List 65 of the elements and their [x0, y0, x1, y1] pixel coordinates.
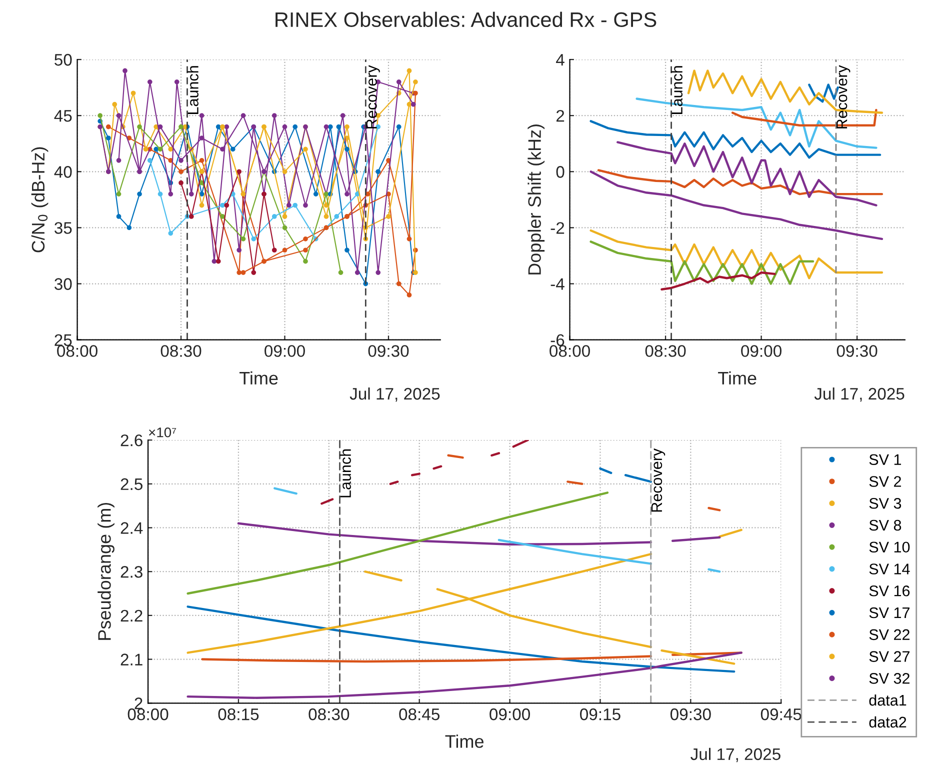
x-tick-label: 08:45: [399, 708, 440, 720]
y-tick-label: -2: [550, 222, 564, 234]
legend-label: SV 3: [869, 498, 902, 509]
y-tick-label: 2: [134, 698, 142, 710]
legend-label: SV 22: [869, 629, 910, 640]
x-tick-label: 09:30: [670, 708, 711, 720]
text: Jul 17, 2025: [690, 748, 780, 762]
y-tick-label: -6: [550, 334, 564, 346]
y-tick-label: 2.1: [120, 654, 142, 666]
legend-label: SV 8: [869, 520, 902, 531]
y-tick-label: 25: [54, 334, 72, 346]
y-axis-title: C/N$_{0}$ (dB-Hz): [31, 147, 48, 252]
legend-label: SV 27: [869, 651, 910, 662]
x-tick-label: 09:30: [836, 345, 878, 357]
y-axis-title: Doppler Shift (kHz): [528, 124, 545, 274]
x-axis-title: Time: [240, 371, 278, 385]
chart-title: RINEX Observables: Advanced Rx - GPS: [276, 12, 656, 28]
x-tick-label: 08:15: [218, 708, 259, 720]
x-tick-label: 09:15: [580, 708, 620, 720]
x-axis-title: Time: [718, 371, 756, 385]
ref-line-label: Launch: [187, 66, 198, 114]
x-tick-label: 09:30: [368, 345, 409, 357]
legend-label: SV 17: [869, 607, 910, 618]
y-tick-label: 2: [556, 110, 564, 122]
ref-line-label: Recovery: [366, 65, 380, 128]
y-tick-label: 2.3: [120, 566, 142, 578]
legend-label: SV 10: [869, 542, 910, 553]
annotation: Recovery: [651, 448, 666, 512]
text: ×10⁷: [148, 427, 176, 438]
y-tick-label: 0: [556, 166, 564, 178]
x-tick-label: 09:00: [264, 345, 305, 357]
y-axis-title: Pseudorange (m): [98, 502, 114, 640]
x-tick-label: 08:30: [645, 345, 686, 357]
x-tick-label: 08:00: [550, 345, 590, 357]
y-tick-label: 4: [556, 54, 564, 66]
x-tick-label: 09:45: [760, 708, 802, 720]
text: Jul 17, 2025: [814, 387, 904, 402]
legend-label: SV 32: [869, 673, 910, 684]
legend-label: data2: [869, 716, 906, 728]
legend-label: data1: [869, 694, 906, 706]
legend-label: SV 14: [869, 564, 910, 574]
y-tick-label: 50: [54, 54, 72, 66]
x-tick-label: 08:30: [308, 708, 350, 720]
x-tick-label: 08:30: [160, 345, 202, 357]
y-tick-label: 45: [54, 110, 72, 122]
x-tick-label: 08:00: [57, 345, 98, 357]
ref-line-label: Launch: [671, 66, 682, 114]
y-tick-label: 35: [54, 222, 72, 234]
legend-label: SV 2: [869, 476, 901, 487]
y-tick-label: 2.6: [120, 434, 142, 446]
annotation: Launch: [340, 449, 351, 498]
x-tick-label: 09:00: [490, 708, 530, 720]
x-tick-label: 08:00: [128, 708, 168, 720]
y-tick-label: -4: [550, 278, 564, 290]
y-tick-label: 30: [54, 278, 72, 290]
y-tick-label: 2.4: [120, 522, 143, 534]
text: Jul 17, 2025: [350, 387, 440, 402]
y-tick-label: 40: [54, 166, 72, 178]
x-axis-title: Time: [445, 734, 484, 748]
legend-label: SV 1: [869, 454, 902, 466]
x-tick-label: 09:00: [741, 345, 782, 357]
ref-line-label: Recovery: [836, 65, 850, 128]
y-tick-label: 2.2: [120, 610, 142, 622]
legend-label: SV 16: [869, 585, 910, 596]
y-tick-label: 2.5: [120, 478, 142, 490]
